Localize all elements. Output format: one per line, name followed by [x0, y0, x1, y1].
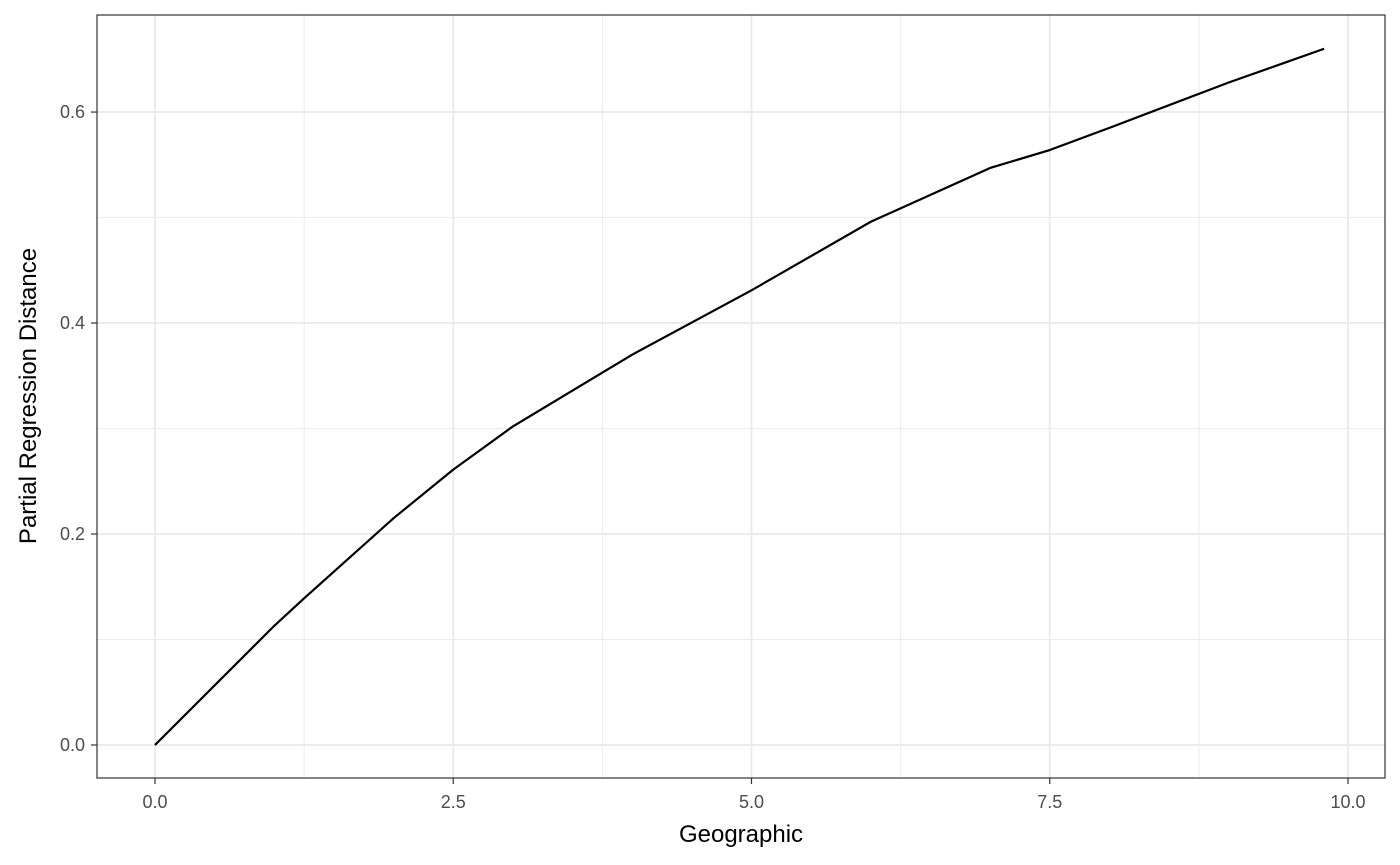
panel: [97, 15, 1385, 778]
panel-border: [96, 14, 1386, 779]
y-tick-label: 0.4: [60, 313, 85, 333]
axes: 0.0 2.5 5.0 7.5 10.0 0.0 0.2 0.4 0.6: [60, 102, 1366, 812]
line: [154, 47, 1325, 746]
grid: [97, 15, 1385, 778]
y-tick-label: 0.0: [60, 735, 85, 755]
x-tick-label: 10.0: [1330, 792, 1365, 812]
x-tick-label: 7.5: [1037, 792, 1062, 812]
y-tick-label: 0.2: [60, 524, 85, 544]
y-tick-label: 0.6: [60, 102, 85, 122]
x-tick-label: 0.0: [142, 792, 167, 812]
x-axis-title: Geographic: [679, 821, 803, 848]
x-tick-label: 2.5: [441, 792, 466, 812]
y-axis-title: Partial Regression Distance: [15, 248, 42, 544]
marks: [154, 47, 1325, 746]
x-tick-label: 5.0: [739, 792, 764, 812]
